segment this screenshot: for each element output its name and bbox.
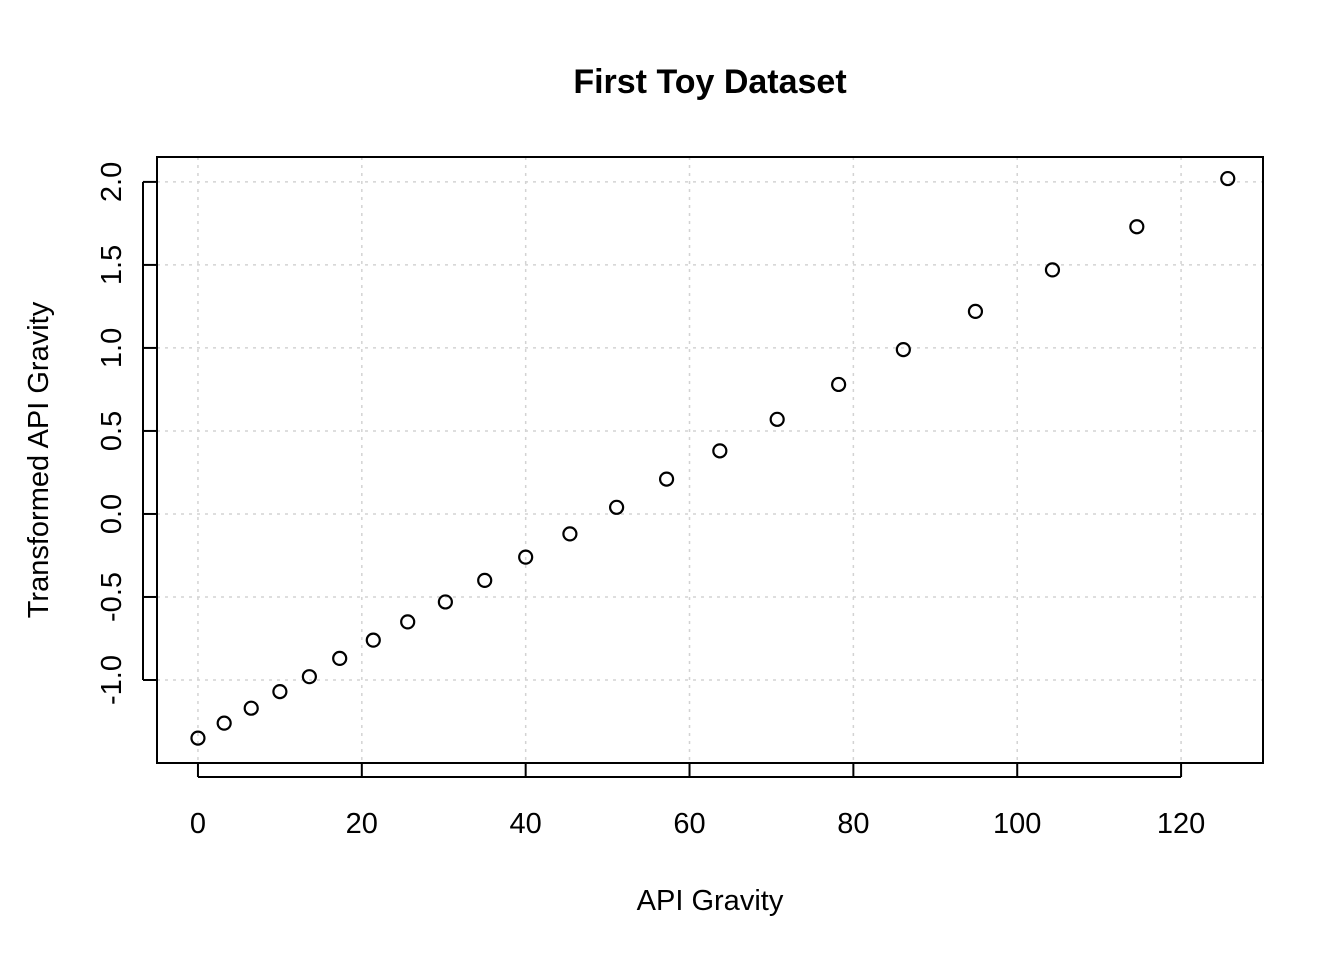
- data-point: [895, 341, 911, 358]
- y-tick-label: 1.5: [96, 245, 128, 285]
- data-point: [301, 669, 317, 685]
- data-point: [712, 443, 728, 459]
- y-tick-label: -0.5: [96, 572, 128, 622]
- data-point: [216, 715, 232, 731]
- x-tick-label: 0: [190, 808, 206, 840]
- data-point: [658, 471, 675, 487]
- y-tick-label: 2.0: [96, 162, 128, 202]
- x-tick-label: 80: [837, 808, 869, 840]
- data-point: [1044, 262, 1061, 278]
- data-point: [477, 572, 493, 588]
- data-point: [400, 614, 416, 630]
- data-point: [272, 684, 288, 700]
- data-point: [518, 549, 534, 565]
- data-point: [769, 411, 785, 427]
- x-tick-label: 120: [1157, 808, 1205, 840]
- y-tick-label: 0.0: [96, 494, 128, 534]
- y-axis-label: Transformed API Gravity: [23, 301, 55, 618]
- x-tick-label: 60: [673, 808, 705, 840]
- data-points: [190, 170, 1236, 746]
- data-point: [437, 594, 453, 610]
- x-tick-label: 20: [346, 808, 378, 840]
- grid-lines: [157, 157, 1263, 763]
- y-tick-label: -1.0: [96, 655, 128, 705]
- data-point: [562, 526, 578, 542]
- chart-title: First Toy Dataset: [573, 63, 846, 101]
- x-tick-label: 100: [993, 808, 1041, 840]
- axis-ticks: 0 20 40 60 80 100 120 -1.0 -0.5 0.0 0.5 1.0 1.5 2.0: [96, 162, 1205, 840]
- data-point: [967, 303, 984, 320]
- data-point: [243, 700, 259, 716]
- data-point: [609, 499, 625, 515]
- y-tick-label: 0.5: [96, 411, 128, 451]
- data-point: [190, 730, 206, 746]
- data-point: [1129, 219, 1145, 235]
- x-axis-label: API Gravity: [637, 885, 784, 917]
- data-point: [1220, 170, 1236, 187]
- data-point: [365, 632, 381, 648]
- x-tick-label: 40: [510, 808, 542, 840]
- data-point: [831, 376, 847, 393]
- plot-border: [156, 156, 1264, 764]
- y-tick-label: 1.0: [96, 328, 128, 368]
- data-point: [332, 650, 348, 667]
